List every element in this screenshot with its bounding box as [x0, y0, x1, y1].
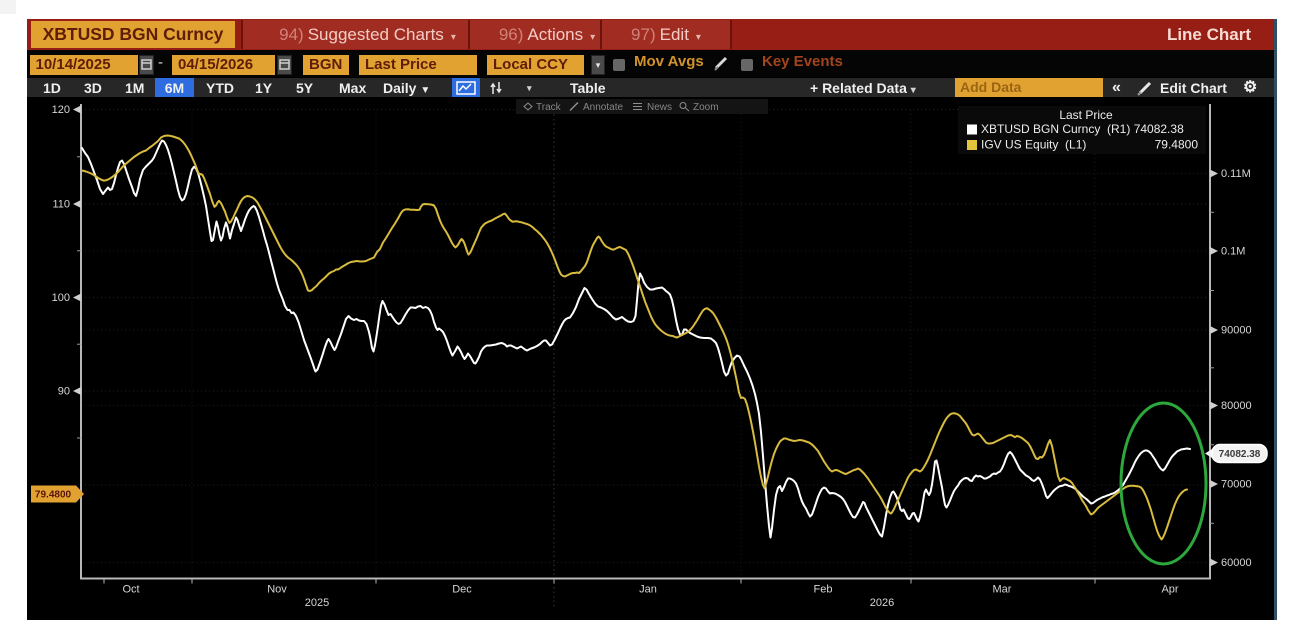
svg-text:XBTUSD BGN Curncy (R1) 74082.: XBTUSD BGN Curncy (R1) 74082.38 — [981, 122, 1184, 136]
svg-text:79.4800: 79.4800 — [35, 490, 72, 501]
svg-text:79.4800: 79.4800 — [1155, 138, 1199, 152]
svg-text:74082.38: 74082.38 — [1219, 449, 1261, 460]
svg-text:90: 90 — [58, 386, 70, 398]
svg-text:110: 110 — [52, 199, 70, 211]
svg-text:Mar: Mar — [993, 584, 1012, 596]
svg-text:80000: 80000 — [1221, 400, 1252, 412]
svg-text:Jan: Jan — [639, 584, 657, 596]
svg-text:100: 100 — [52, 292, 70, 304]
svg-text:0.1M: 0.1M — [1221, 246, 1245, 258]
svg-text:2025: 2025 — [305, 597, 329, 609]
svg-text:IGV US Equity (L1): IGV US Equity (L1) — [981, 138, 1086, 152]
svg-text:Track: Track — [536, 102, 562, 113]
svg-text:70000: 70000 — [1221, 479, 1252, 491]
svg-text:Oct: Oct — [122, 584, 139, 596]
svg-text:News: News — [647, 102, 672, 113]
svg-text:0.11M: 0.11M — [1221, 168, 1251, 180]
svg-text:Annotate: Annotate — [583, 102, 623, 113]
svg-text:Nov: Nov — [267, 584, 287, 596]
svg-text:Zoom: Zoom — [693, 102, 719, 113]
svg-text:2026: 2026 — [870, 597, 894, 609]
svg-text:60000: 60000 — [1221, 557, 1252, 569]
svg-text:90000: 90000 — [1221, 325, 1252, 337]
svg-text:Feb: Feb — [814, 584, 833, 596]
svg-text:120: 120 — [52, 104, 70, 116]
svg-text:Dec: Dec — [452, 584, 472, 596]
svg-text:Apr: Apr — [1161, 584, 1178, 596]
svg-text:Last Price: Last Price — [1059, 108, 1113, 122]
